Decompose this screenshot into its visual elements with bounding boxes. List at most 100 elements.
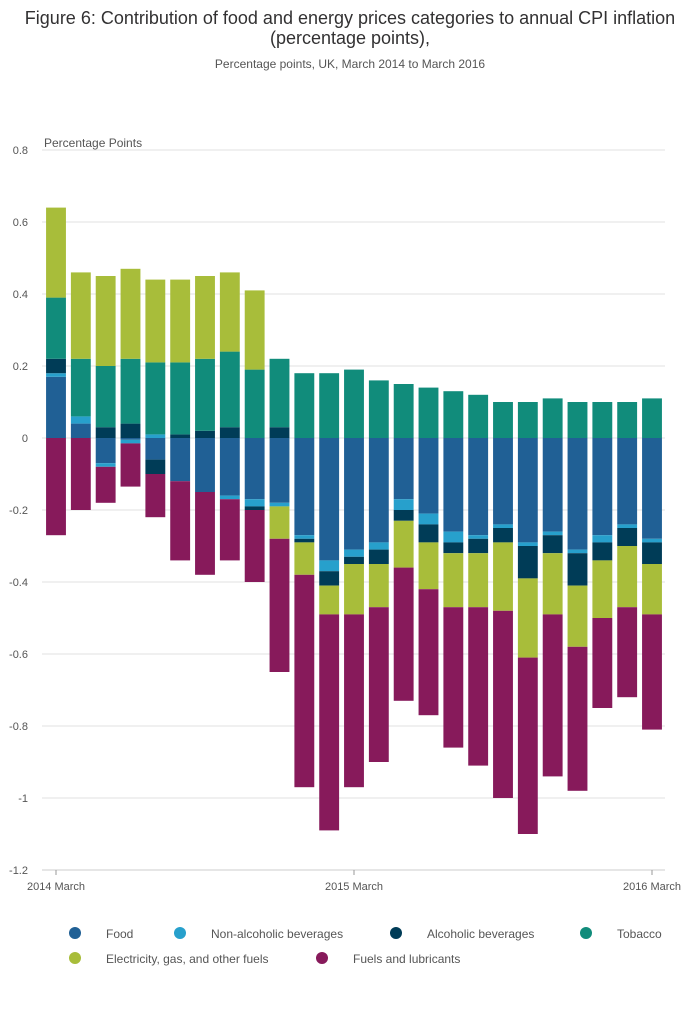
bar-segment (145, 438, 166, 460)
bar-segment (418, 589, 439, 716)
bar-segment (393, 510, 414, 521)
bar-segment (617, 402, 638, 438)
bar-segment (617, 524, 638, 528)
bar-segment (418, 438, 439, 514)
bar-segment (393, 438, 414, 500)
legend-swatch (316, 952, 328, 964)
bar-segment (145, 434, 166, 438)
bar-segment (468, 394, 489, 438)
bar-segment (269, 358, 290, 428)
bar-segment (46, 358, 66, 374)
bar-segment (344, 614, 364, 788)
bar-segment (170, 481, 191, 561)
bar-segment (517, 546, 538, 579)
bar-segment (493, 402, 513, 438)
bar-segment (443, 542, 464, 554)
bar-segment (567, 585, 588, 647)
bar-segment (244, 506, 265, 510)
x-tick-labels: 2014 March 2015 March 2016 March (27, 869, 681, 893)
bar-segment (70, 423, 91, 438)
bar-segment (642, 614, 662, 730)
bar-segment (592, 535, 613, 543)
bar-segment (219, 351, 240, 428)
bar-segment (170, 362, 191, 435)
bar-segment (567, 402, 588, 438)
y-axis-label: Percentage Points (44, 136, 142, 150)
bar-segment (294, 538, 315, 543)
bar-segment (95, 366, 116, 428)
x-tick-label: 2014 March (27, 881, 85, 893)
legend: Food Non-alcoholic beverages Alcoholic bev… (69, 927, 662, 966)
bar-segment (269, 538, 290, 672)
bar-segment (468, 538, 489, 554)
legend-label: Electricity, gas, and other fuels (106, 952, 269, 966)
bar-segment (517, 438, 538, 543)
x-tick-label: 2015 March (325, 881, 383, 893)
bar-segment (244, 290, 265, 370)
bar-segment (319, 373, 340, 438)
bar-segment (95, 463, 116, 467)
legend-swatch (390, 927, 402, 939)
y-tick-label: 0.2 (13, 361, 28, 373)
bar-segment (46, 438, 66, 536)
bar-segment (443, 391, 464, 438)
legend-swatch (174, 927, 186, 939)
bar-segment (195, 358, 215, 431)
y-tick-label: -1 (18, 793, 28, 805)
bar-segment (443, 531, 464, 543)
bar-segment (517, 578, 538, 658)
bar-segment (493, 610, 513, 798)
y-tick-label: -1.2 (9, 865, 28, 877)
bar-segment (368, 438, 389, 543)
bar-segment (592, 402, 613, 438)
legend-swatch (69, 952, 81, 964)
bar-segment (170, 438, 191, 482)
bar-segment (95, 276, 116, 366)
bar-segment (95, 438, 116, 464)
legend-label: Tobacco (617, 927, 662, 941)
bar-segment (592, 618, 613, 708)
bar-segment (642, 542, 662, 564)
bar-segment (319, 571, 340, 586)
bar-segment (70, 438, 91, 510)
bar-segment (145, 474, 166, 518)
bar-segment (418, 387, 439, 438)
bar-segment (219, 427, 240, 438)
bar-segment (418, 524, 439, 543)
y-tick-label: -0.2 (9, 505, 28, 517)
bar-segment (120, 268, 141, 359)
bar-segment (46, 297, 66, 359)
bar-segment (517, 402, 538, 438)
bar-segment (517, 542, 538, 546)
bar-segment (393, 520, 414, 568)
chart-title: Figure 6: Contribution of food and energ… (24, 8, 676, 48)
bar-segment (542, 535, 563, 554)
bar-segment (493, 438, 513, 525)
bar-segment (294, 542, 315, 575)
bar-segment (70, 416, 91, 424)
y-tick-label: 0.4 (13, 289, 28, 301)
bar-segment (219, 495, 240, 500)
legend-label: Alcoholic beverages (427, 927, 534, 941)
bar-segment (493, 528, 513, 543)
bar-segment (393, 384, 414, 438)
bar-segment (642, 438, 662, 539)
bar-segment (493, 524, 513, 528)
bar-segment (517, 657, 538, 834)
bar-segment (418, 542, 439, 590)
bar-segment (145, 279, 166, 363)
bar-segment (244, 369, 265, 438)
bar-segment (368, 564, 389, 608)
bar-segment (468, 607, 489, 766)
bar-segment (46, 207, 66, 298)
bar-segment (542, 531, 563, 536)
bar-segment (219, 499, 240, 561)
bar-segment (443, 438, 464, 532)
bar-segment (443, 553, 464, 608)
bar-segment (120, 439, 141, 444)
bar-segment (145, 362, 166, 435)
x-tick-label: 2016 March (623, 881, 681, 893)
bar-segment (592, 438, 613, 536)
bar-segment (319, 585, 340, 615)
